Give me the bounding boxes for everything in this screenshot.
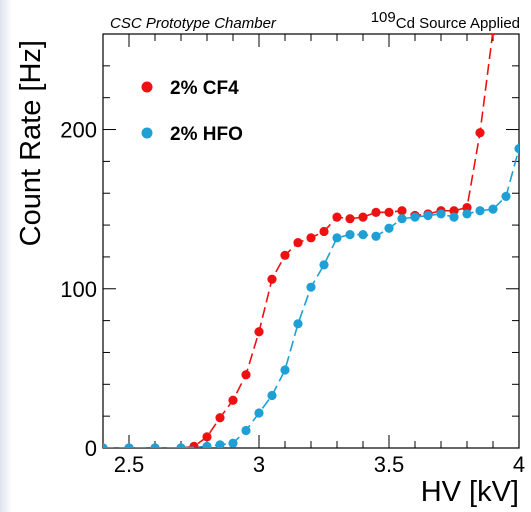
data-point [202,441,212,448]
data-point [475,128,485,138]
series-line [103,34,494,448]
data-point [489,34,497,36]
x-tick-label: 3 [253,452,265,477]
data-point [150,443,160,448]
data-point [384,223,394,233]
data-point [293,237,303,248]
legend-marker [141,81,153,93]
data-point [449,212,459,222]
y-axis-title: Count Rate [Hz] [15,40,47,246]
data-point [267,390,277,401]
data-point [228,395,238,405]
data-point [345,230,355,240]
data-point [345,214,355,224]
data-point [215,440,225,448]
legend-marker [141,127,153,139]
data-point [410,212,420,222]
x-tick-label: 3.5 [374,452,405,477]
legend-label: 2% HFO [170,124,243,145]
data-point [319,260,329,270]
data-point [202,432,212,442]
series-layer [103,34,519,448]
data-point [514,144,519,154]
chamber-annotation: CSC Prototype Chamber [110,15,277,32]
data-point [501,191,511,202]
data-point [267,274,277,284]
y-tick-label: 200 [60,118,97,143]
data-point [254,327,264,337]
data-point [358,230,368,240]
y-tick-label: 100 [60,277,97,302]
data-point [293,319,303,329]
data-point [423,210,433,221]
page-edge-shade [0,0,12,512]
y-tick-label: 0 [85,436,97,461]
data-point [358,212,368,222]
x-tick-label: 2.5 [114,452,145,477]
data-point [449,206,459,216]
data-point [488,204,498,214]
series-hfo [103,144,519,448]
x-axis-title: HV [kV] [421,476,519,508]
x-tick-label: 4 [513,452,525,477]
data-point [176,443,186,448]
source-annotation: 109Cd Source Applied [371,9,520,32]
data-point [475,206,485,216]
data-point [397,214,407,224]
data-point [241,425,251,436]
data-point [436,209,446,219]
data-point [228,438,238,448]
source-annotation-text: Cd Source Applied [396,15,520,32]
data-point [103,443,108,448]
data-point [306,282,316,292]
isotope-superscript: 109 [371,9,396,26]
data-point [462,209,472,219]
legend-label: 2% CF4 [170,78,239,99]
data-point [397,206,407,216]
data-point [384,207,394,217]
data-point [371,207,381,217]
data-point [254,408,264,418]
data-point [189,441,199,448]
data-point [280,250,290,260]
data-point [215,413,225,423]
data-point [124,443,134,448]
data-point [319,226,329,237]
legend: 2% CF4 2% HFO [141,78,243,145]
data-point [280,365,290,375]
data-point [371,231,381,241]
data-point [462,202,472,213]
data-point [306,233,316,243]
data-point [332,233,342,243]
data-point [332,212,342,222]
data-point [241,370,251,380]
